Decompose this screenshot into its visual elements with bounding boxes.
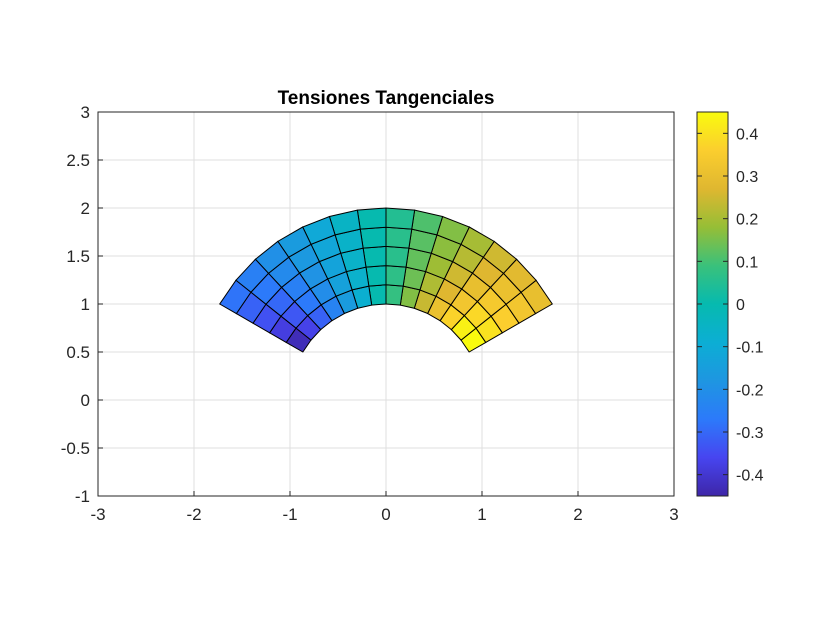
mesh-element (362, 245, 387, 268)
x-tick-label: -3 (90, 505, 105, 524)
mesh-element (219, 279, 252, 315)
colorbar-ticks: 0.4 0.3 0.2 0.1 0 -0.1 -0.2 -0.3 -0.4 (697, 126, 764, 485)
colorbar-tick-label: -0.4 (736, 468, 764, 485)
mesh-element (385, 265, 407, 287)
mesh-element (385, 226, 413, 249)
x-tick-label: 3 (669, 505, 678, 524)
x-tick-label: -2 (186, 505, 201, 524)
y-tick-label: 2.5 (66, 151, 90, 170)
y-tick-label: 3 (81, 103, 90, 122)
colorbar-tick-label: -0.3 (736, 425, 764, 442)
colorbar-tick-label: 0.3 (736, 169, 758, 186)
x-tick-label: 1 (477, 505, 486, 524)
y-tick-label: 0.5 (66, 343, 90, 362)
y-tick-label: -1 (75, 487, 90, 506)
mesh-element (385, 207, 416, 230)
colorbar-tick-label: 0 (736, 297, 745, 314)
x-tick-label: 0 (381, 505, 390, 524)
x-tick-label: 2 (573, 505, 582, 524)
y-tick-label: 0 (81, 391, 90, 410)
colorbar-tick-label: -0.1 (736, 340, 764, 357)
x-tick-label: -1 (282, 505, 297, 524)
y-tick-label: 1.5 (66, 247, 90, 266)
y-tick-label: 2 (81, 199, 90, 218)
colorbar: 0.4 0.3 0.2 0.1 0 -0.1 -0.2 -0.3 -0.4 (696, 111, 764, 497)
y-tick-label: 1 (81, 295, 90, 314)
colorbar-tick-label: -0.2 (736, 382, 764, 399)
mesh-element (365, 265, 387, 287)
axis-ticks: -3 -2 -1 0 1 2 3 -1 -0.5 0 0.5 1 1.5 2 2.5 3 (61, 103, 679, 524)
stress-mesh (219, 207, 553, 353)
mesh-element (356, 207, 387, 230)
colorbar-tick-label: 0.2 (736, 212, 758, 229)
mesh-element (359, 226, 387, 249)
y-tick-label: -0.5 (61, 439, 90, 458)
colorbar-tick-label: 0.1 (736, 254, 758, 271)
colorbar-gradient (696, 111, 729, 497)
chart-title: Tensiones Tangenciales (278, 88, 495, 109)
colorbar-tick-label: 0.4 (736, 126, 758, 143)
mesh-element (385, 245, 410, 268)
mesh-element (385, 284, 404, 306)
